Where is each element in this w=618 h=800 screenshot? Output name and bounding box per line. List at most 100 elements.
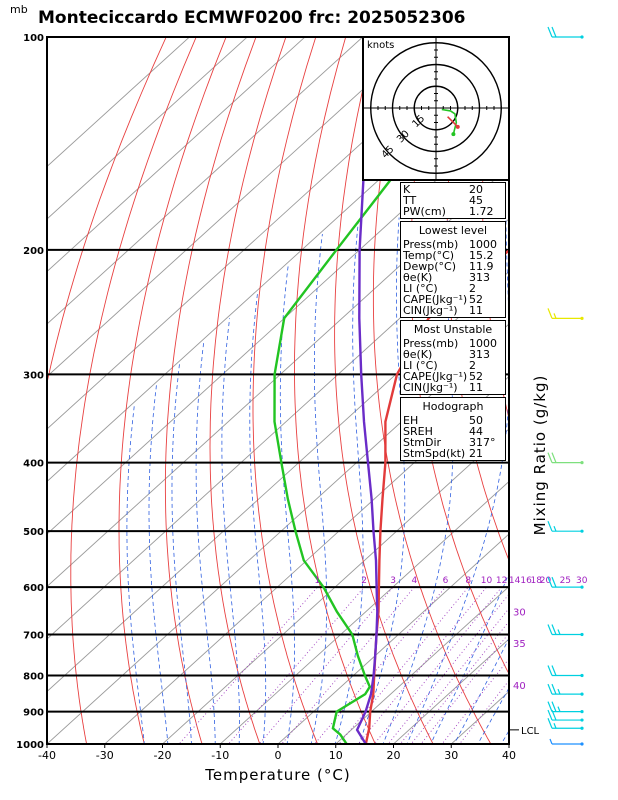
lowest-level-value: 1000	[469, 238, 497, 251]
isotherm	[47, 218, 509, 640]
dry-adiabat	[334, 37, 434, 744]
mixing-ratio-line	[338, 586, 469, 744]
most-unstable-row: CIN(Jkg⁻¹) 11	[403, 382, 503, 393]
y-tick-label: 500	[23, 527, 44, 538]
lowest-level-row: Press(mb) 1000	[403, 239, 503, 250]
hodograph-index-value: 50	[469, 414, 483, 427]
mixing-ratio-label: 10	[481, 576, 493, 586]
lowest-level-row: CAPE(Jkg⁻¹) 52	[403, 294, 503, 305]
wind-barb-half	[553, 313, 557, 319]
wind-barb-flag	[551, 26, 557, 38]
index-label: PW(cm)	[403, 205, 446, 218]
y-tick-label: 900	[23, 708, 44, 719]
wind-barb-base	[580, 710, 584, 714]
most-unstable-block: Most Unstable Press(mb) 1000 θe(K) 313 LI (°…	[400, 320, 506, 395]
index-row: K 20	[403, 184, 503, 195]
x-tick-label: 40	[502, 749, 516, 762]
isotherm	[47, 37, 364, 325]
index-value: 1.72	[469, 205, 494, 218]
wind-barb-flag	[547, 576, 553, 588]
mixing-ratio-label: 25	[560, 576, 571, 586]
lowest-level-label: CIN(Jkg⁻¹)	[403, 304, 458, 317]
wind-barb-flag	[551, 624, 557, 635]
mixing-ratio-label: 4	[412, 576, 418, 586]
isotherm	[47, 270, 509, 693]
lowest-level-label: Press(mb)	[403, 238, 459, 251]
x-axis-label: Temperature (°C)	[204, 766, 350, 784]
mixing-ratio-line	[441, 658, 509, 744]
hodograph-trace	[447, 116, 459, 128]
mixing-ratio-label: 8	[465, 576, 471, 586]
x-tick-label: -10	[211, 749, 229, 762]
hodograph-index-row: SREH 44	[403, 426, 503, 437]
indices-table: K 20 TT 45 PW(cm) 1.72 Lowest level Press(mb)…	[400, 182, 506, 463]
theta-e-label: 30	[513, 608, 526, 619]
wind-barb-base	[580, 742, 584, 746]
hodograph-index-label: SREH	[403, 425, 433, 438]
hodograph-index-value: 317°	[469, 436, 496, 449]
wind-barb	[547, 576, 584, 589]
wind-barb-flag	[547, 701, 553, 712]
x-tick-label: 20	[387, 749, 401, 762]
most-unstable-row: LI (°C) 2	[403, 360, 503, 371]
isotherm	[550, 5, 618, 759]
indices-top-block: K 20 TT 45 PW(cm) 1.72	[400, 182, 506, 219]
mixing-ratio-label: 3	[390, 576, 396, 586]
moist-adiabat	[126, 403, 145, 744]
wind-barb-base	[580, 726, 584, 730]
most-unstable-title: Most Unstable	[413, 323, 493, 336]
lowest-level-value: 313	[469, 271, 490, 284]
most-unstable-row: θe(K) 313	[403, 349, 503, 360]
most-unstable-label: Press(mb)	[403, 337, 459, 350]
lowest-level-value: 11.9	[469, 260, 494, 273]
wind-barb-flag	[551, 576, 557, 588]
wind-barb	[547, 665, 584, 678]
lowest-level-row: CIN(Jkg⁻¹) 11	[403, 305, 503, 316]
lowest-level-value: 2	[469, 282, 476, 295]
most-unstable-label: LI (°C)	[403, 359, 438, 372]
lcl-label: LCL	[521, 726, 540, 737]
isotherm	[47, 37, 248, 220]
mixing-ratio-label: 14	[509, 576, 521, 586]
wind-barb	[547, 683, 584, 696]
x-tick-label: -20	[154, 749, 172, 762]
hodograph-unit-label: knots	[367, 40, 394, 51]
index-label: K	[403, 183, 411, 196]
hodograph-title: Hodograph	[422, 400, 484, 413]
mixing-ratio-line	[178, 586, 318, 744]
wind-barb-base	[580, 692, 584, 696]
isotherm	[161, 428, 509, 744]
x-tick-label: 30	[444, 749, 458, 762]
hodograph-index-value: 44	[469, 425, 483, 438]
hodograph-index-row: StmDir 317°	[403, 437, 503, 448]
moist-adiabat	[249, 292, 267, 744]
lowest-level-row: LI (°C) 2	[403, 283, 503, 294]
y-tick-label: 1000	[16, 740, 44, 751]
wind-barb-half	[557, 706, 561, 712]
mixing-ratio-label: 2	[361, 576, 367, 586]
hodograph-trace	[441, 108, 458, 135]
moist-adiabat	[477, 687, 509, 744]
mixing-ratio-label: 16	[520, 576, 532, 586]
moist-adiabat	[195, 341, 216, 744]
wind-barb-flag	[551, 701, 557, 712]
wind-barb-base	[580, 316, 584, 320]
dry-adiabat	[550, 37, 618, 759]
moist-adiabat	[358, 217, 406, 744]
index-value: 20	[469, 183, 483, 196]
wind-barb-base	[580, 35, 584, 39]
mixing-ratio-line	[314, 586, 446, 744]
moist-adiabat	[279, 264, 295, 744]
hodograph-index-label: StmDir	[403, 436, 442, 449]
lowest-level-value: 15.2	[469, 249, 494, 262]
y-tick-label: 400	[23, 459, 44, 470]
wind-barb-base	[580, 718, 584, 722]
wind-barb	[547, 308, 584, 320]
temperature-profile	[364, 248, 509, 744]
most-unstable-value: 52	[469, 370, 483, 383]
wind-barb-flag	[547, 709, 553, 721]
wind-barb-half	[553, 723, 557, 729]
index-value: 45	[469, 194, 483, 207]
isotherm	[219, 480, 509, 744]
